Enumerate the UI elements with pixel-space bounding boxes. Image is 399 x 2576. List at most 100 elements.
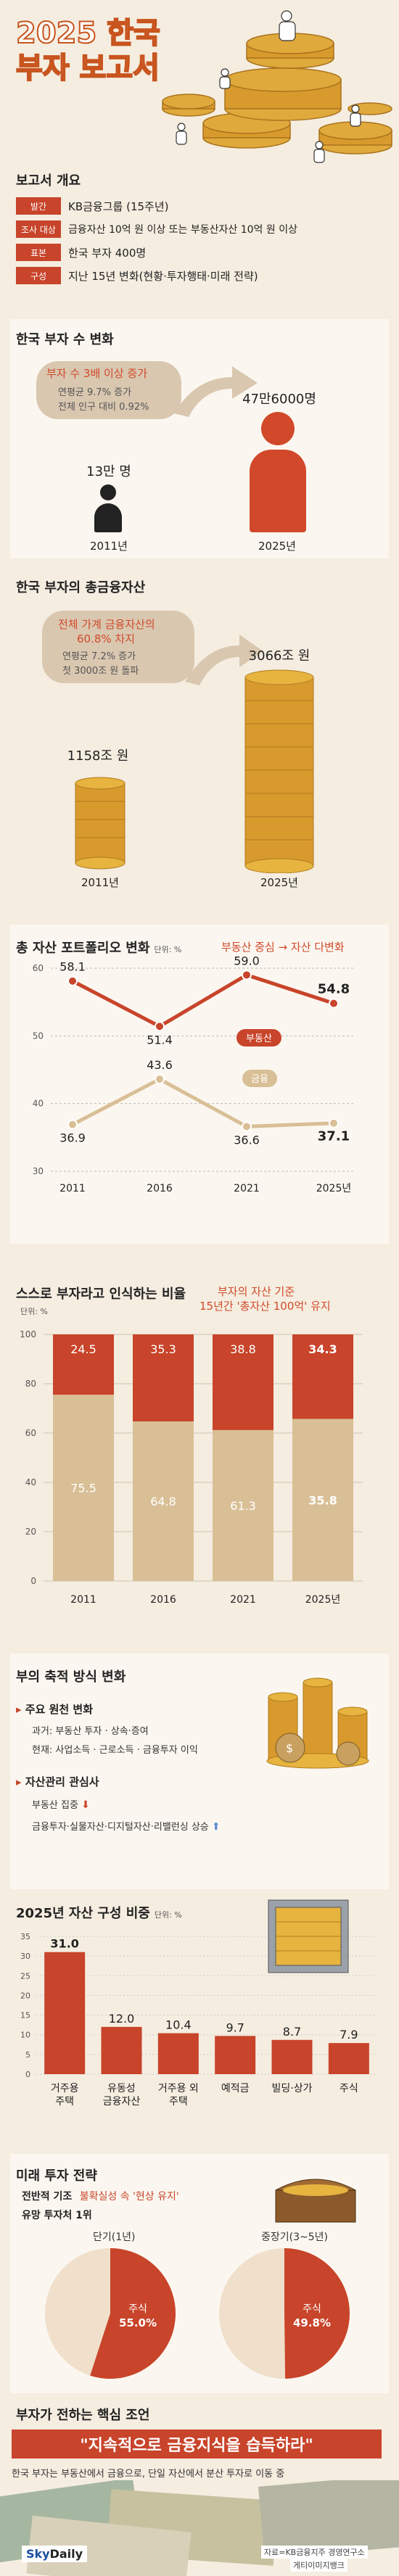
assets-year1: 2011년 (81, 876, 119, 889)
data-point (242, 970, 252, 981)
pie-label: 주식 (128, 2303, 147, 2315)
bullet-icon: ▸ (16, 1703, 25, 1716)
overview-row: 발간 KB금융그룹 (15주년) (16, 197, 169, 215)
person-2011-icon (100, 484, 116, 500)
data-label: 58.1 (59, 960, 86, 974)
bar-segment-bottom (53, 1395, 114, 1581)
portfolio-title: 총 자산 포트폴리오 변화 단위: % (16, 938, 181, 957)
wealth-method-now: 현재: 사업소득 · 근로소득 · 금융투자 이익 (32, 1745, 198, 1756)
bar-label-bottom: 35.8 (308, 1493, 337, 1507)
x-tick-label: 2016 (147, 1183, 173, 1194)
footer-logo-daily: Daily (49, 2547, 83, 2561)
wealth-method-re: 부동산 집중 ⬇ (32, 1797, 90, 1811)
y-tick-label: 15 (20, 2011, 30, 2020)
x-tick-label: 2016 (150, 1594, 176, 1606)
overview-text: 금융자산 10억 원 이상 또는 부동산자산 10억 원 이상 (68, 224, 297, 236)
bullet-icon: ▸ (16, 1775, 25, 1788)
x-tick-label: 주식 (340, 2083, 358, 2094)
hero-title-line2: 부자 보고서 (15, 51, 160, 86)
bar-segment-bottom (133, 1421, 194, 1581)
assets-note-sub2: 첫 3000조 원 돌파 (62, 666, 139, 677)
future-pie1-title: 단기(1년) (93, 2232, 136, 2243)
treasure-chest-illustration (275, 2179, 356, 2223)
x-tick-label: 2021 (234, 1183, 260, 1194)
data-label: 43.6 (147, 1058, 173, 1072)
advice-title: 부자가 전하는 핵심 조언 (16, 2408, 150, 2423)
bar-label-bottom: 64.8 (150, 1495, 176, 1508)
data-point (242, 1121, 252, 1132)
coin-stack-small-icon (75, 777, 126, 870)
self-perception-section: 스스로 부자라고 인식하는 비율 부자의 자산 기준 15년간 '총자산 100… (0, 1276, 399, 1654)
footer-source2: 게티이미지뱅크 (290, 2559, 347, 2572)
x-tick-label: 빌딩·상가 (272, 2083, 313, 2094)
overview-row: 조사 대상 금융자산 10억 원 이상 또는 부동산자산 10억 원 이상 (16, 220, 297, 239)
bar-segment-top (213, 1334, 273, 1430)
bar-label-top: 34.3 (308, 1342, 337, 1356)
y-tick-label: 0 (25, 2070, 30, 2079)
overview-row: 표본 한국 부자 400명 (16, 243, 146, 262)
assets-note-sub1: 연평균 7.2% 증가 (62, 651, 136, 662)
y-tick-label: 80 (25, 1379, 36, 1389)
assets-note-main-1: 전체 가계 금융자산의 (58, 618, 155, 631)
wealth-method-h2-text: 자산관리 관심사 (25, 1775, 99, 1788)
rich-count-note-sub2: 전체 인구 대비 0.92% (58, 402, 149, 413)
pie-slice-stocks (284, 2248, 350, 2379)
hero-title: 2025 한국 부자 보고서 (15, 16, 161, 86)
wealth-method-h1: ▸ 주요 원천 변화 (16, 1701, 93, 1717)
legend-financial-label: 금융 (251, 1074, 268, 1085)
growth-arrow-icon (174, 366, 258, 417)
banknotes-illustration (0, 2480, 399, 2576)
rich-count-callout (36, 361, 181, 419)
data-point (67, 975, 78, 986)
money-bags-illustration: $ (266, 1677, 369, 1769)
overview-tag: 조사 대상 (16, 220, 61, 238)
composition-title-text: 2025년 자산 구성 비중 (16, 1906, 150, 1921)
series-line (71, 973, 334, 1029)
bar (271, 2039, 313, 2074)
overview-tag: 표본 (16, 244, 61, 261)
bar (101, 2026, 142, 2074)
self-perception-unit: 단위: % (20, 1307, 48, 1316)
y-tick-label: 0 (30, 1576, 36, 1586)
overview-text: KB금융그룹 (15주년) (68, 199, 169, 213)
bar-segment-top (53, 1334, 114, 1395)
x-tick-label: 거주용 (51, 2083, 79, 2094)
data-label: 54.8 (318, 982, 350, 997)
data-point (329, 1118, 339, 1128)
rich-count-2025-value: 47만6000명 (242, 392, 316, 407)
data-label: 8.7 (283, 2025, 301, 2039)
pie-slice-stocks (90, 2248, 176, 2379)
bar-segment-bottom (292, 1419, 353, 1581)
y-tick-label: 100 (20, 1329, 36, 1339)
x-tick-label: 2025년 (305, 1594, 341, 1606)
hero-banner: 2025 한국 부자 보고서 (0, 0, 399, 170)
y-tick-label: 35 (20, 1932, 30, 1941)
assets-year2: 2025년 (260, 876, 298, 889)
y-tick-label: 20 (25, 1527, 36, 1537)
pie-label: 주식 (303, 2303, 321, 2315)
y-tick-label: 60 (33, 963, 44, 973)
bar (44, 1952, 86, 2074)
advice-section: 부자가 전하는 핵심 조언 "지속적으로 금융지식을 습득하라" 한국 부자는 … (0, 2400, 399, 2576)
overview-tag: 발간 (16, 197, 61, 215)
y-tick-label: 40 (25, 1477, 36, 1487)
future-sub-value: 불확실성 속 '현상 유지' (79, 2191, 179, 2203)
data-point (155, 1074, 165, 1085)
future-top-label: 유망 투자처 1위 (22, 2210, 92, 2221)
data-label: 51.4 (147, 1033, 173, 1046)
bar (215, 2036, 256, 2074)
rich-count-year2: 2025년 (258, 540, 296, 553)
arrow-up-icon: ⬆ (211, 1821, 221, 1833)
wealth-method-h2: ▸ 자산관리 관심사 (16, 1774, 99, 1789)
data-label: 31.0 (50, 1937, 78, 1951)
data-label: 9.7 (226, 2020, 244, 2034)
x-tick-label: 2021 (230, 1594, 256, 1606)
composition-title: 2025년 자산 구성 비중 단위: % (16, 1903, 182, 1922)
data-point (329, 998, 339, 1009)
assets-2011-value: 1158조 원 (67, 748, 129, 764)
bar-label-bottom: 61.3 (230, 1499, 256, 1513)
y-tick-label: 30 (20, 1952, 30, 1961)
portfolio-unit: 단위: % (154, 945, 182, 954)
bar-segment-top (133, 1334, 194, 1422)
